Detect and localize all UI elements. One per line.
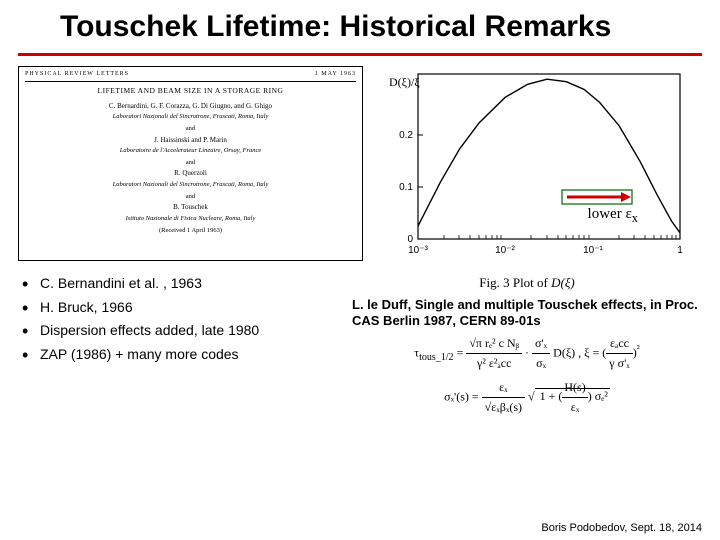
author-block-2: R. Querzoli Laboratori Nazionali del Sin… xyxy=(25,169,356,189)
xtick-0: 10⁻³ xyxy=(408,245,428,256)
mid-row: C. Bernandini et al. , 1963 H. Bruck, 19… xyxy=(0,261,720,421)
bullet-3: ZAP (1986) + many more codes xyxy=(18,346,338,364)
bullet-2: Dispersion effects added, late 1980 xyxy=(18,322,338,340)
received-date: (Received 1 April 1963) xyxy=(25,227,356,235)
authors-0: C. Bernardini, G. F. Corazza, G. Di Giug… xyxy=(25,102,356,111)
xtick-2: 10⁻¹ xyxy=(583,245,603,256)
xtick-1: 10⁻² xyxy=(495,245,515,256)
y-label: D(ξ)/ξ xyxy=(389,75,420,89)
xtick-3: 1 xyxy=(677,245,683,256)
bullet-list: C. Bernandini et al. , 1963 H. Bruck, 19… xyxy=(18,275,338,421)
paper-header-box: PHYSICAL REVIEW LETTERS 1 MAY 1963 LIFET… xyxy=(18,66,363,261)
formula-tau: τtous_1/2 = √π rₑ² c Nᵦ γ² ε²ₐcc · σ'ₓ σ… xyxy=(352,334,702,373)
and-1: and xyxy=(25,159,356,167)
figure-caption: Fig. 3 Plot of D(ξ) xyxy=(352,275,702,291)
bullet-0: C. Bernandini et al. , 1963 xyxy=(18,275,338,293)
journal-row: PHYSICAL REVIEW LETTERS 1 MAY 1963 xyxy=(25,71,356,82)
affil-1: Laboratoire de l'Accelerateur Lineaire, … xyxy=(25,147,356,155)
lower-ex-label: lower εx xyxy=(588,206,638,226)
authors-1: J. Haissinski and P. Marin xyxy=(25,136,356,145)
affil-0: Laboratori Nazionali del Sincrotrone, Fr… xyxy=(25,113,356,121)
authors-3: B. Touschek xyxy=(25,203,356,212)
plot-svg: 0 0.1 0.2 10⁻³ 10⁻² 10⁻¹ 1 D(ξ)/ξ xyxy=(373,66,693,261)
footer-credit: Boris Podobedov, Sept. 18, 2014 xyxy=(541,522,702,534)
top-row: PHYSICAL REVIEW LETTERS 1 MAY 1963 LIFET… xyxy=(0,66,720,261)
citation-text: L. le Duff, Single and multiple Touschek… xyxy=(352,297,702,328)
bullet-1: H. Bruck, 1966 xyxy=(18,299,338,317)
d-xi-plot: 0 0.1 0.2 10⁻³ 10⁻² 10⁻¹ 1 D(ξ)/ξ l xyxy=(373,66,693,261)
formula-sigma: σₓ'(s) = εₓ √εₓβₓ(s) √ 1 + ( H(s) εₓ ) σ… xyxy=(352,378,702,417)
ytick-0: 0 xyxy=(407,234,413,245)
and-0: and xyxy=(25,125,356,133)
journal-date: 1 MAY 1963 xyxy=(315,71,356,79)
affil-3: Istituto Nazionale di Fisica Nucleare, R… xyxy=(25,215,356,223)
lower-ex-arrow xyxy=(561,189,641,207)
ytick-2: 0.2 xyxy=(399,130,413,141)
author-block-1: J. Haissinski and P. Marin Laboratoire d… xyxy=(25,136,356,156)
journal-name: PHYSICAL REVIEW LETTERS xyxy=(25,71,129,79)
authors-2: R. Querzoli xyxy=(25,169,356,178)
slide-title: Touschek Lifetime: Historical Remarks xyxy=(0,0,720,49)
and-2: and xyxy=(25,193,356,201)
right-column: Fig. 3 Plot of D(ξ) L. le Duff, Single a… xyxy=(352,275,702,421)
author-block-0: C. Bernardini, G. F. Corazza, G. Di Giug… xyxy=(25,102,356,122)
title-underline xyxy=(18,53,702,56)
author-block-3: B. Touschek Istituto Nazionale di Fisica… xyxy=(25,203,356,223)
paper-title: LIFETIME AND BEAM SIZE IN A STORAGE RING xyxy=(25,86,356,96)
affil-2: Laboratori Nazionali del Sincrotrone, Fr… xyxy=(25,181,356,189)
ytick-1: 0.1 xyxy=(399,182,413,193)
